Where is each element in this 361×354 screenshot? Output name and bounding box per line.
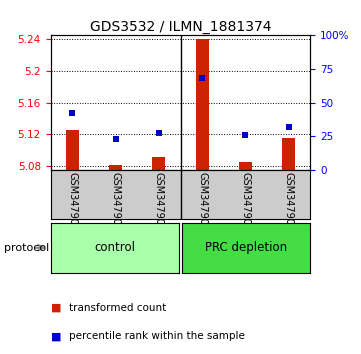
Point [199,75,205,81]
Point [156,131,162,136]
Text: GSM347906: GSM347906 [154,172,164,231]
Text: ■: ■ [51,331,61,341]
Title: GDS3532 / ILMN_1881374: GDS3532 / ILMN_1881374 [90,21,271,34]
Text: ■: ■ [51,303,61,313]
Text: GSM347905: GSM347905 [110,172,121,231]
Point [243,132,248,138]
Text: GSM347904: GSM347904 [67,172,77,231]
Bar [239,162,252,170]
Point [113,136,118,142]
Text: percentile rank within the sample: percentile rank within the sample [69,331,244,341]
Text: transformed count: transformed count [69,303,166,313]
Text: PRC depletion: PRC depletion [205,241,287,254]
Bar [196,39,209,170]
Text: protocol: protocol [4,243,49,253]
Bar [66,130,79,170]
Bar [152,157,165,170]
Text: control: control [94,241,135,254]
Bar [109,165,122,170]
Bar [282,138,295,170]
Point [286,124,292,130]
Text: GSM347907: GSM347907 [197,172,207,231]
Point [69,110,75,116]
Text: GSM347909: GSM347909 [284,172,294,231]
Text: GSM347908: GSM347908 [240,172,251,231]
